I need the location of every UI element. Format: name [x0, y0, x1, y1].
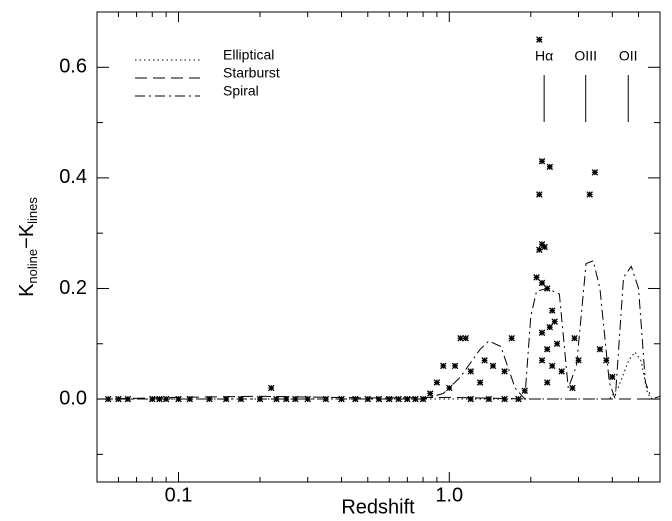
scatter-point: [558, 368, 565, 375]
scatter-point: [104, 395, 112, 403]
scatter-point: [322, 395, 330, 403]
scatter-point: [267, 384, 275, 392]
scatter-point: [553, 340, 561, 348]
x-tick-label: 1.0: [435, 484, 463, 506]
annotation-label: OII: [619, 48, 638, 64]
scatter-point: [543, 379, 551, 386]
annotation-label: Hα: [535, 48, 553, 64]
scatter-point: [304, 395, 311, 403]
scatter-point: [175, 395, 182, 403]
scatter-point: [412, 395, 419, 403]
scatter-point: [501, 395, 508, 403]
scatter-point: [156, 395, 163, 403]
scatter-point: [546, 323, 554, 331]
scatter-point: [186, 395, 193, 403]
scatter-point: [451, 362, 459, 370]
scatter-point: [426, 390, 434, 397]
legend-label: Starburst: [223, 65, 280, 81]
scatter-point: [609, 373, 616, 381]
scatter-point: [541, 243, 548, 251]
scatter-point: [548, 362, 556, 370]
scatter-point: [457, 334, 464, 342]
scatter-point: [485, 395, 493, 403]
scatter-point: [352, 395, 359, 403]
scatter-point: [222, 395, 230, 403]
scatter-point: [404, 395, 411, 403]
y-tick-label: 0.0: [59, 387, 87, 409]
y-label-main: K: [16, 283, 38, 297]
legend-label: Elliptical: [223, 47, 274, 63]
scatter-point: [446, 384, 453, 392]
scatter-point: [551, 318, 558, 325]
scatter-point: [256, 395, 264, 403]
scatter-point: [533, 274, 540, 281]
scatter-point: [273, 395, 280, 403]
scatter-point: [375, 395, 383, 403]
scatter-point: [338, 395, 345, 403]
scatter-point: [476, 379, 484, 386]
scatter-point: [124, 395, 132, 403]
scatter-point: [162, 395, 170, 403]
scatter-point: [206, 395, 213, 403]
scatter-point: [538, 279, 546, 287]
scatter-point: [546, 163, 554, 171]
scatter-point: [419, 395, 427, 403]
scatter-point: [467, 368, 474, 375]
series-line: [97, 351, 660, 400]
scatter-point: [543, 346, 551, 353]
scatter-point: [571, 334, 578, 342]
y-label-sub: noline: [25, 249, 40, 284]
scatter-point: [515, 395, 522, 403]
scatter-point: [115, 395, 122, 403]
scatter-point: [536, 191, 543, 198]
scatter-point: [237, 395, 245, 403]
scatter-point: [395, 395, 402, 403]
y-tick-label: 0.6: [59, 56, 87, 78]
y-tick-label: 0.4: [59, 166, 87, 188]
scatter-point: [467, 395, 474, 403]
scatter-point: [596, 346, 604, 353]
scatter-point: [536, 246, 543, 254]
annotation-label: OIII: [574, 48, 597, 64]
scatter-point: [591, 169, 599, 176]
scatter-point: [508, 334, 515, 342]
y-tick-label: 0.2: [59, 277, 87, 299]
scatter-point: [462, 334, 469, 342]
scatter-point: [283, 395, 290, 403]
plot-frame: [96, 11, 661, 483]
scatter-point: [501, 368, 508, 375]
scatter-point: [603, 357, 610, 364]
scatter-point: [538, 357, 546, 364]
scatter-point: [575, 357, 582, 364]
scatter-point: [586, 191, 593, 198]
scatter-point: [433, 379, 441, 386]
scatter-point: [364, 395, 372, 403]
scatter-point: [538, 329, 546, 336]
scatter-point: [149, 395, 156, 403]
series-line: [97, 260, 660, 401]
scatter-point: [536, 36, 543, 43]
y-label-mid: −K: [16, 223, 38, 249]
scatter-point: [569, 384, 576, 392]
scatter-point: [521, 387, 529, 395]
y-label-sub: lines: [25, 197, 40, 224]
scatter-point: [548, 307, 556, 314]
x-axis-label: Redshift: [341, 496, 415, 518]
scatter-point: [543, 285, 551, 292]
scatter-point: [440, 362, 447, 370]
scatter-point: [538, 158, 546, 165]
legend-label: Spiral: [223, 83, 259, 99]
scatter-point: [489, 362, 497, 370]
scatter-point: [481, 357, 488, 364]
y-axis-label: Knoline−Klines: [16, 197, 40, 297]
scatter-point: [385, 395, 393, 403]
x-tick-label: 0.1: [165, 484, 193, 506]
scatter-point: [292, 395, 299, 403]
